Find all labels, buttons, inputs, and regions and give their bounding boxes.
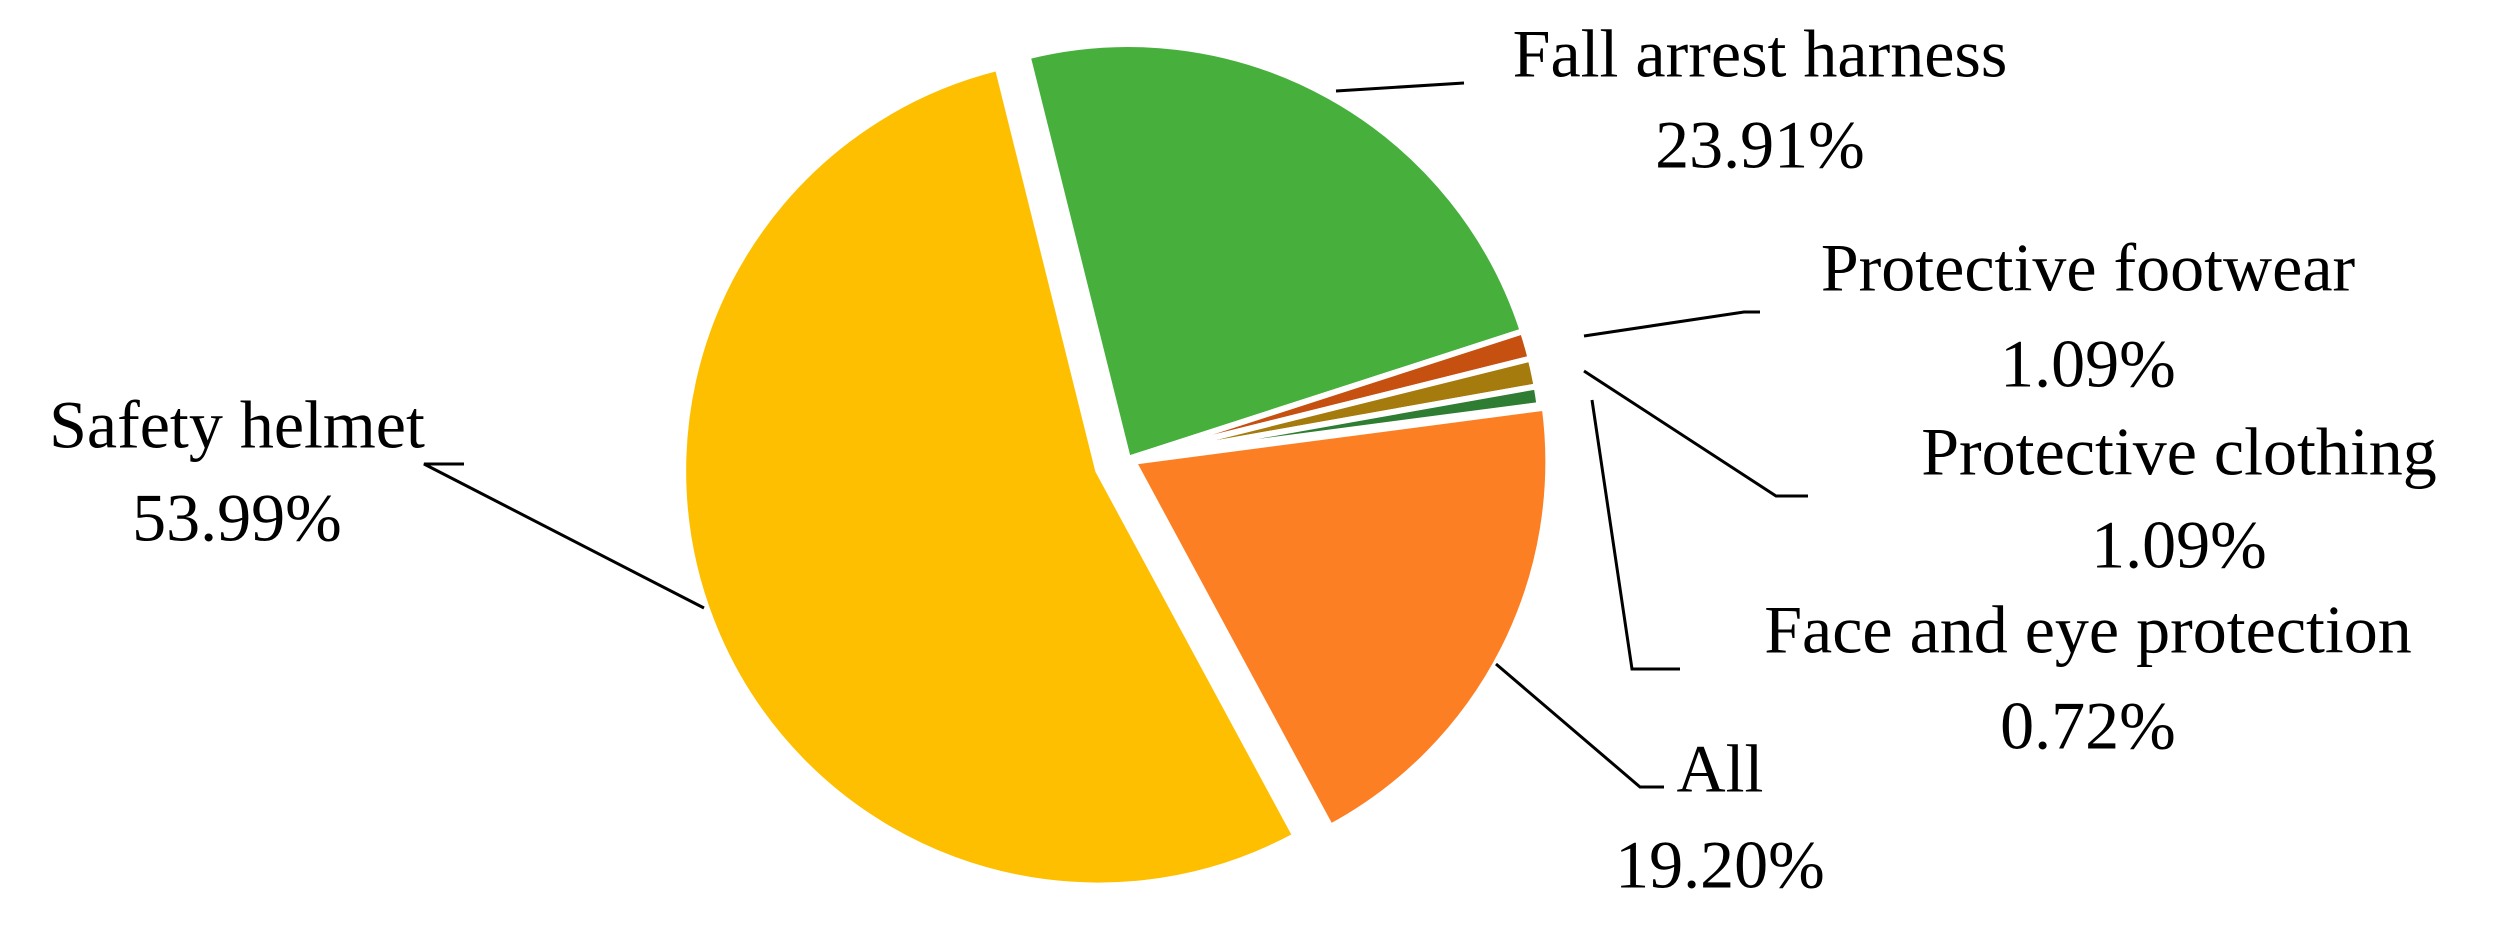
leader-line (1583, 310, 1760, 338)
pie-slice (1128, 404, 1552, 831)
slice-label: Safety helmet (49, 387, 425, 463)
pie-slice (1127, 382, 1543, 462)
slice-value-label: 1.09% (2000, 326, 2176, 402)
leader-line (423, 462, 705, 610)
leader-line (1583, 369, 1808, 498)
slice-value-label: 1.09% (2091, 507, 2267, 583)
slice-label: Protective clothing (1921, 414, 2437, 490)
leader-line (1590, 399, 1680, 671)
slice-label: Protective footwear (1821, 230, 2356, 306)
leader-line (1335, 81, 1465, 93)
pie-slice (680, 64, 1300, 889)
slice-label: Fall arrest harness (1513, 16, 2008, 92)
pie-slice (1023, 40, 1527, 463)
slice-value-label: 23.91% (1655, 107, 1865, 183)
slice-value-label: 53.99% (132, 480, 342, 556)
slice-label: Face and eye protection (1764, 592, 2412, 668)
slice-value-label: 19.20% (1615, 827, 1825, 903)
leader-line (1495, 662, 1664, 789)
slice-label: All (1677, 731, 1764, 807)
slice-value-label: 0.72% (2000, 688, 2176, 764)
